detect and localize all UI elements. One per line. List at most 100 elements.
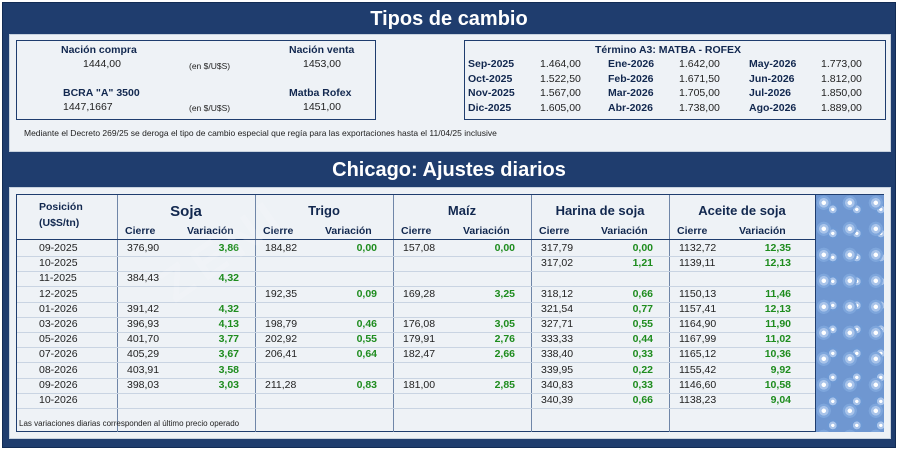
posicion-cell: 07-2026 [39, 348, 78, 361]
maiz-variacion-cell: 2,85 [494, 378, 515, 391]
aceite-cierre-cell: 1157,41 [679, 302, 717, 315]
posicion-cell: 08-2026 [39, 363, 78, 376]
termino-month: Abr-2026 [608, 101, 653, 114]
harina-variacion-cell: 1,21 [632, 257, 653, 270]
soja-variacion-cell: 3,67 [218, 348, 239, 361]
aceite-cierre-cell: 1146,60 [679, 378, 717, 391]
harina-cierre-cell: 340,39 [541, 394, 574, 406]
termino-price: 1.642,00 [679, 58, 720, 70]
posicion-cell: 12-2025 [39, 287, 78, 300]
aceite-variacion-cell: 12,13 [764, 257, 791, 270]
cierre-header: Cierre [401, 225, 432, 237]
termino-price: 1.773,00 [821, 58, 862, 70]
nacion-venta-label: Nación venta [289, 44, 355, 56]
posicion-cell: 10-2025 [39, 257, 78, 270]
aceite-variacion-cell: 12,35 [764, 242, 791, 254]
termino-price: 1.889,00 [821, 101, 862, 114]
trigo-variacion-cell: 0,09 [356, 287, 377, 300]
aceite-cierre-cell: 1164,90 [679, 318, 717, 330]
termino-price: 1.671,50 [679, 72, 720, 85]
group-title-aceite: Aceite de soja [698, 203, 786, 218]
aceite-variacion-cell: 11,46 [765, 287, 791, 300]
posicion-cell: 10-2026 [39, 394, 78, 406]
posicion-cell: 09-2026 [39, 378, 78, 391]
trigo-variacion-cell: 0,64 [356, 348, 377, 361]
aceite-variacion-cell: 10,58 [764, 378, 791, 391]
footnote: Las variaciones diarias corresponden al … [19, 419, 240, 428]
soja-variacion-cell: 3,86 [218, 242, 239, 254]
termino-box: Término A3: MATBA - ROFEX Sep-2025 1.464,… [464, 40, 886, 120]
termino-price: 1.567,00 [540, 87, 581, 99]
group-divider [531, 195, 532, 432]
termino-month: Dic-2025 [468, 101, 512, 114]
chicago-table: Posición (U$S/tn) Soja Cierre Variación Trigo… [16, 194, 884, 432]
row-rule [17, 332, 815, 333]
row-rule [17, 408, 815, 409]
soja-cierre-cell: 396,93 [127, 318, 160, 330]
trigo-cierre-cell: 184,82 [265, 242, 298, 254]
termino-price: 1.850,00 [821, 87, 862, 99]
harina-cierre-cell: 317,79 [541, 242, 574, 254]
aceite-variacion-cell: 9,04 [770, 394, 791, 406]
row-rule [17, 286, 815, 288]
posicion-cell: 05-2026 [39, 333, 78, 346]
soja-cierre-cell: 376,90 [127, 242, 160, 254]
aceite-cierre-cell: 1165,12 [679, 348, 717, 361]
trigo-cierre-cell: 206,41 [265, 348, 298, 361]
aceite-cierre-cell: 1139,11 [679, 257, 716, 270]
nacion-compra-label: Nación compra [61, 44, 137, 56]
termino-title: Término A3: MATBA - ROFEX [595, 44, 742, 56]
termino-month: Oct-2025 [468, 72, 513, 85]
posicion-cell: 09-2025 [39, 242, 78, 254]
maiz-variacion-cell: 3,25 [494, 287, 515, 300]
row-rule [17, 316, 815, 318]
termino-price: 1.738,00 [679, 101, 720, 114]
cierre-header: Cierre [539, 225, 570, 237]
row-rule [17, 301, 815, 303]
posicion-unit: (U$S/tn) [39, 217, 80, 229]
trigo-cierre-cell: 192,35 [265, 287, 298, 300]
aceite-variacion-cell: 11,02 [765, 333, 791, 346]
row-rule [17, 271, 815, 273]
harina-variacion-cell: 0,66 [632, 394, 653, 406]
cambio-box: Nación compra 1444,00 (en $/U$S) Nación … [16, 40, 376, 120]
maiz-variacion-cell: 3,05 [494, 318, 515, 330]
nacion-compra-value: 1444,00 [83, 58, 121, 70]
tipos-panel: Nación compra 1444,00 (en $/U$S) Nación … [9, 34, 891, 152]
termino-price: 1.605,00 [540, 101, 581, 114]
aceite-cierre-cell: 1155,42 [679, 363, 717, 376]
trigo-variacion-cell: 0,00 [356, 242, 377, 254]
soja-cierre-cell: 384,43 [127, 272, 160, 285]
matba-label: Matba Rofex [289, 87, 352, 99]
maiz-cierre-cell: 181,00 [403, 378, 436, 391]
harina-variacion-cell: 0,22 [632, 363, 653, 376]
soja-cierre-cell: 403,91 [127, 363, 160, 376]
termino-month: Mar-2026 [608, 87, 654, 99]
harina-variacion-cell: 0,00 [632, 242, 653, 254]
variacion-header: Variación [325, 225, 372, 237]
row-rule [17, 362, 815, 364]
header-rule [17, 239, 815, 240]
chicago-title: Chicago: Ajustes diarios [332, 159, 566, 181]
termino-month: Jun-2026 [749, 72, 795, 85]
trigo-cierre-cell: 198,79 [265, 318, 298, 330]
harina-cierre-cell: 317,02 [541, 257, 574, 270]
posicion-label: Posición [39, 201, 83, 213]
maiz-cierre-cell: 169,28 [403, 287, 436, 300]
chicago-panel: Posición (U$S/tn) Soja Cierre Variación Trigo… [9, 187, 891, 439]
termino-price: 1.812,00 [821, 72, 862, 85]
aceite-variacion-cell: 10,36 [764, 348, 791, 361]
group-divider [117, 195, 118, 432]
group-title-soja: Soja [170, 203, 202, 220]
variacion-header: Variación [739, 225, 786, 237]
harina-variacion-cell: 0,33 [632, 378, 653, 391]
trigo-cierre-cell: 202,92 [265, 333, 298, 346]
termino-month: Feb-2026 [608, 72, 654, 85]
row-rule [17, 377, 815, 379]
group-divider [669, 195, 670, 432]
harina-variacion-cell: 0,55 [632, 318, 653, 330]
maiz-cierre-cell: 179,91 [403, 333, 436, 346]
soja-variacion-cell: 4,32 [218, 272, 239, 285]
soja-variacion-cell: 4,32 [218, 302, 239, 315]
